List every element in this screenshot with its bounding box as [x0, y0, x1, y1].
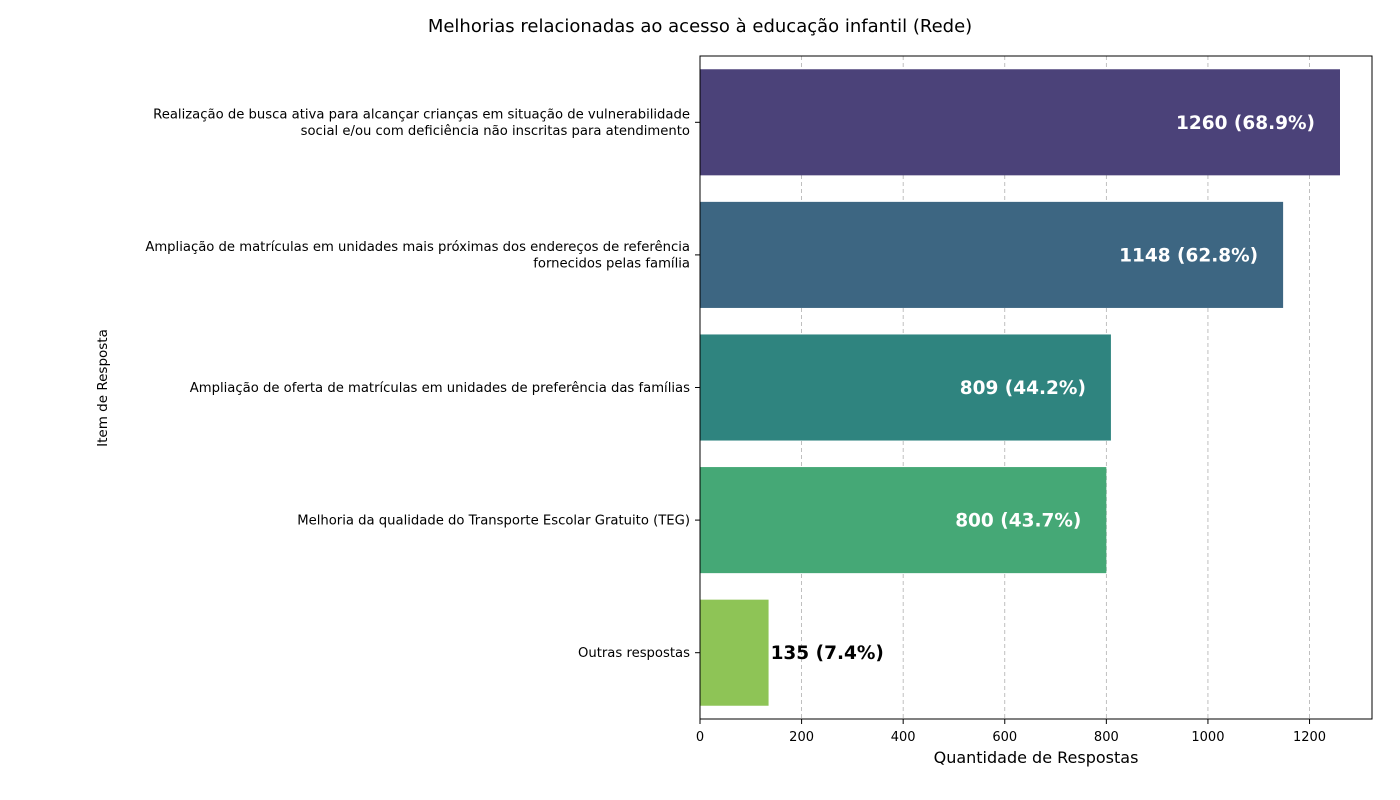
x-tick-label: 1200 [1293, 730, 1326, 745]
bar [700, 334, 1111, 441]
bar [700, 467, 1107, 574]
data-label: 809 (44.2%) [960, 378, 1086, 399]
category-label-line: Ampliação de matrículas em unidades mais… [145, 239, 690, 255]
bars [700, 69, 1340, 706]
bar [700, 69, 1340, 176]
category-label-line: Ampliação de oferta de matrículas em uni… [190, 380, 690, 396]
x-tick-label: 600 [992, 730, 1017, 745]
category-label-line: social e/ou com deficiência não inscrita… [301, 123, 690, 139]
x-axis-label: Quantidade de Respostas [934, 748, 1139, 767]
data-label: 800 (43.7%) [955, 511, 1081, 532]
bar [700, 201, 1284, 308]
y-axis-label: Item de Resposta [95, 329, 111, 447]
data-label: 1148 (62.8%) [1119, 245, 1258, 266]
x-tick-label: 200 [789, 730, 814, 745]
category-label: Ampliação de oferta de matrículas em uni… [190, 380, 690, 396]
category-label: Outras respostas [578, 646, 690, 661]
x-axis-ticks: 0 200 400 600 800 1000 1200 [696, 719, 1326, 745]
category-label-line: Realização de busca ativa para alcançar … [153, 108, 690, 123]
category-label: Melhoria da qualidade do Transporte Esco… [297, 514, 690, 529]
x-tick-label: 1000 [1191, 730, 1224, 745]
x-tick-label: 0 [696, 730, 704, 745]
category-label: Realização de busca ativa para alcançar … [153, 108, 690, 140]
category-label: Ampliação de matrículas em unidades mais… [145, 239, 690, 272]
category-label-line: fornecidos pelas família [533, 256, 690, 272]
x-tick-label: 800 [1094, 730, 1119, 745]
data-labels: 1260 (68.9%) 1148 (62.8%) 809 (44.2%) 800 (… [771, 113, 1315, 664]
category-label-line: Melhoria da qualidade do Transporte Esco… [297, 514, 690, 529]
bar [700, 599, 769, 706]
plot-frame [699, 55, 1373, 720]
data-label: 135 (7.4%) [771, 643, 884, 664]
category-label-line: Outras respostas [578, 646, 690, 661]
chart-title: Melhorias relacionadas ao acesso à educa… [428, 16, 972, 37]
category-labels: Realização de busca ativa para alcançar … [145, 108, 700, 661]
x-tick-label: 400 [891, 730, 916, 745]
data-label: 1260 (68.9%) [1176, 113, 1315, 134]
